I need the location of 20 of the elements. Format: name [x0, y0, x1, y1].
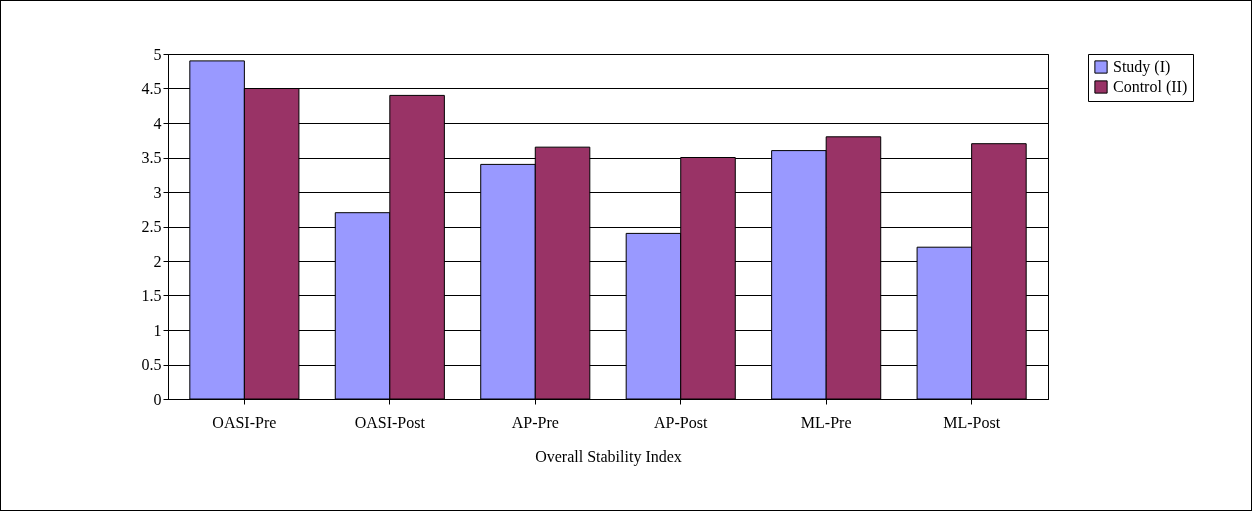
y-tick-label: 0	[153, 390, 162, 408]
x-tick-label: AP-Post	[654, 413, 708, 431]
x-axis-title: Overall Stability Index	[535, 447, 682, 466]
y-tick-label: 5	[153, 45, 162, 63]
x-tick-label: AP-Pre	[511, 413, 559, 431]
y-tick-label: 0.5	[141, 356, 162, 373]
y-tick-label: 2	[153, 252, 162, 270]
legend-label: Study (I)	[1113, 58, 1171, 76]
x-tick-label: ML-Pre	[800, 413, 852, 431]
x-tick-label: OASI-Pre	[212, 413, 277, 431]
legend-label: Control (II)	[1113, 78, 1188, 96]
y-tick-label: 1	[153, 321, 162, 339]
y-tick-label: 4	[153, 114, 162, 132]
y-tick-label: 1.5	[141, 287, 162, 304]
y-tick-label: 3	[153, 183, 162, 201]
y-tick-label: 4.5	[141, 80, 162, 97]
y-tick-label: 2.5	[141, 218, 162, 235]
x-tick-label: ML-Post	[943, 413, 1001, 431]
y-tick-label: 3.5	[141, 149, 162, 166]
x-tick-label: OASI-Post	[354, 413, 426, 431]
